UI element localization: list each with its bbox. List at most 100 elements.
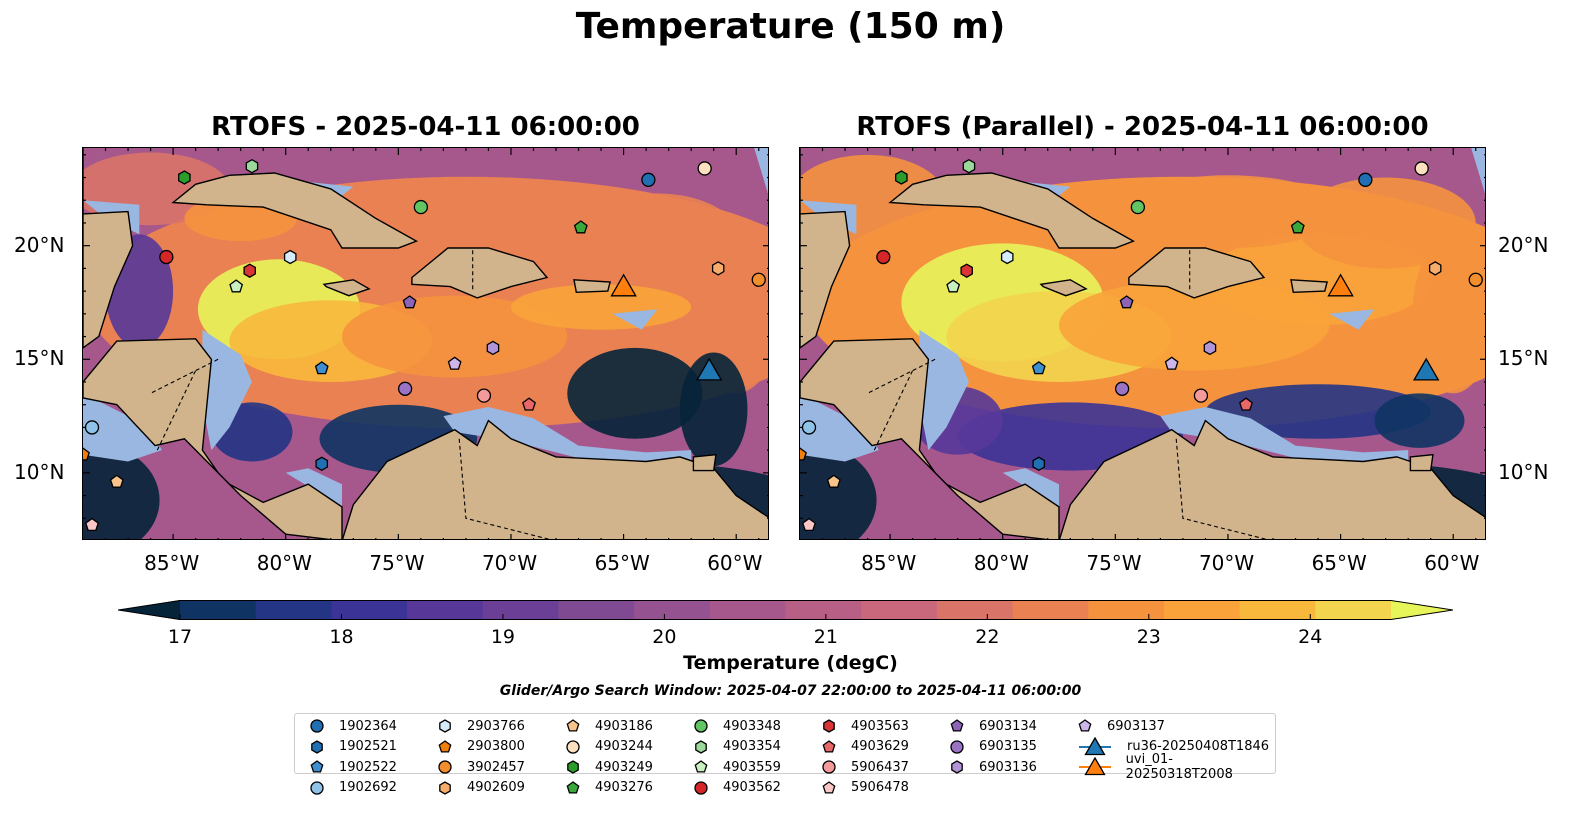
panel-title-rtofs-parallel: RTOFS (Parallel) - 2025-04-11 06:00:00 (856, 112, 1429, 142)
observation-marker-4903563 (243, 263, 256, 278)
legend-marker-icon (566, 719, 580, 732)
observation-marker-6903137 (1164, 356, 1179, 370)
observation-marker-ru36-20250408T1846 (695, 357, 723, 381)
observation-marker-5906478 (85, 517, 99, 532)
observation-marker-4903186 (109, 474, 124, 488)
colorbar-label: Temperature (degC) (683, 652, 898, 674)
legend-marker-icon (310, 780, 324, 795)
legend-item: 6903135 (947, 737, 1037, 757)
colorbar-segment (558, 600, 635, 620)
observation-marker-4903354 (962, 158, 976, 174)
colorbar-segment (331, 600, 408, 620)
legend-marker-icon (438, 760, 452, 774)
colorbar-segment (255, 600, 332, 620)
colorbar-segment (785, 600, 862, 620)
legend-item: 4903563 (819, 716, 909, 736)
legend-marker-icon (694, 780, 708, 795)
colorbar-tick-label: 18 (329, 626, 354, 648)
legend-label: 4903186 (595, 718, 653, 734)
legend-label: 4903629 (851, 739, 909, 754)
legend-marker-icon (822, 739, 836, 753)
lat-tick-label-left: 10°N (14, 459, 65, 484)
colorbar-segment (936, 600, 1014, 620)
observation-marker-5906478 (802, 517, 816, 532)
colorbar-segment (1239, 600, 1316, 620)
legend-label: 1902522 (339, 759, 397, 775)
legend-label: 6903136 (979, 759, 1037, 775)
legend-marker-icon (567, 760, 579, 774)
colorbar-segment (482, 600, 560, 620)
colorbar-segment (861, 600, 938, 620)
legend-label: ru36-20250408T1846 (1127, 739, 1270, 754)
lat-tick-label-left: 20°N (14, 232, 65, 257)
colorbar-tick-label: 22 (975, 626, 1000, 648)
legend-label: 4903348 (723, 718, 781, 734)
observation-marker-4903244 (697, 161, 712, 176)
observation-marker-1902521 (315, 456, 329, 472)
observation-marker-4903559 (229, 279, 244, 293)
colorbar-extend-low (118, 600, 180, 620)
legend-label: 4903563 (851, 718, 909, 734)
colorbar (117, 600, 1454, 620)
lon-tick-label: 60°W (707, 551, 763, 575)
legend-marker-icon (950, 719, 964, 732)
legend-item: 6903137 (1075, 716, 1165, 736)
colorbar-tick-label: 24 (1298, 626, 1323, 648)
lon-tick-label: 70°W (1198, 551, 1255, 575)
observation-marker-6903134 (1119, 295, 1134, 309)
legend-label: 4903562 (723, 780, 781, 795)
legend-item: 3902457 (435, 757, 525, 777)
legend-item: 4903348 (691, 716, 781, 736)
observation-marker-4903629 (522, 397, 536, 411)
observation-marker-1902692 (84, 420, 100, 435)
observation-marker-2903766 (283, 249, 297, 265)
colorbar-tick-label: 21 (813, 626, 838, 648)
observation-marker-5906437 (476, 388, 492, 403)
observation-marker-1902522 (1031, 361, 1046, 375)
observation-marker-4902609 (711, 261, 725, 276)
observation-marker-4903348 (1130, 199, 1146, 215)
map-rtofs (82, 147, 769, 540)
lon-tick-label: 75°W (369, 551, 425, 575)
legend-label: 1902692 (339, 780, 397, 795)
legend-item: 4903559 (691, 757, 781, 777)
legend-item: 4903244 (563, 737, 653, 757)
observation-marker-4903348 (413, 199, 429, 215)
legend-marker-icon (439, 719, 451, 733)
observation-marker-6903135 (1114, 381, 1130, 396)
observation-marker-4903354 (245, 158, 259, 174)
legend-marker-icon (439, 780, 451, 795)
observation-marker-uvi_01-20250318T2008 (1327, 273, 1354, 297)
legend-item: 5906478 (819, 778, 909, 798)
observation-marker-1902364 (641, 172, 656, 187)
colorbar-tick-label: 20 (652, 626, 677, 648)
observation-marker-6903136 (1203, 340, 1217, 356)
lon-tick-label: 85°W (861, 551, 917, 575)
colorbar-tick-label: 19 (490, 626, 516, 648)
colorbar-segment (634, 600, 711, 620)
legend-marker-icon (694, 719, 708, 733)
observation-marker-1902692 (801, 420, 817, 435)
legend-marker-icon (310, 760, 324, 773)
lon-tick-label: 60°W (1424, 551, 1480, 575)
observation-marker-uvi_01-20250318T2008 (610, 273, 637, 297)
colorbar-segment (1315, 600, 1392, 620)
legend-item: 1902692 (307, 778, 397, 798)
colorbar-segment (1088, 600, 1165, 620)
colorbar-tick-label: 17 (167, 626, 193, 648)
map-canvas-0 (83, 148, 768, 539)
observation-marker-6903136 (486, 340, 500, 356)
lat-tick-label-right: 20°N (1498, 232, 1549, 257)
observation-marker-4903562 (876, 249, 891, 265)
legend-marker-icon (950, 739, 964, 754)
legend-label: 6903134 (979, 718, 1037, 734)
map-rtofs-parallel (799, 147, 1486, 540)
lon-tick-label: 85°W (144, 551, 200, 575)
observation-marker-6903134 (402, 295, 417, 309)
observation-marker-4903276 (573, 220, 588, 234)
observation-marker-1902364 (1358, 172, 1373, 187)
lon-tick-label: 75°W (1086, 551, 1142, 575)
observation-marker-6903137 (447, 356, 462, 370)
legend-label: 1902521 (339, 739, 397, 754)
observation-marker-6903135 (397, 381, 413, 396)
